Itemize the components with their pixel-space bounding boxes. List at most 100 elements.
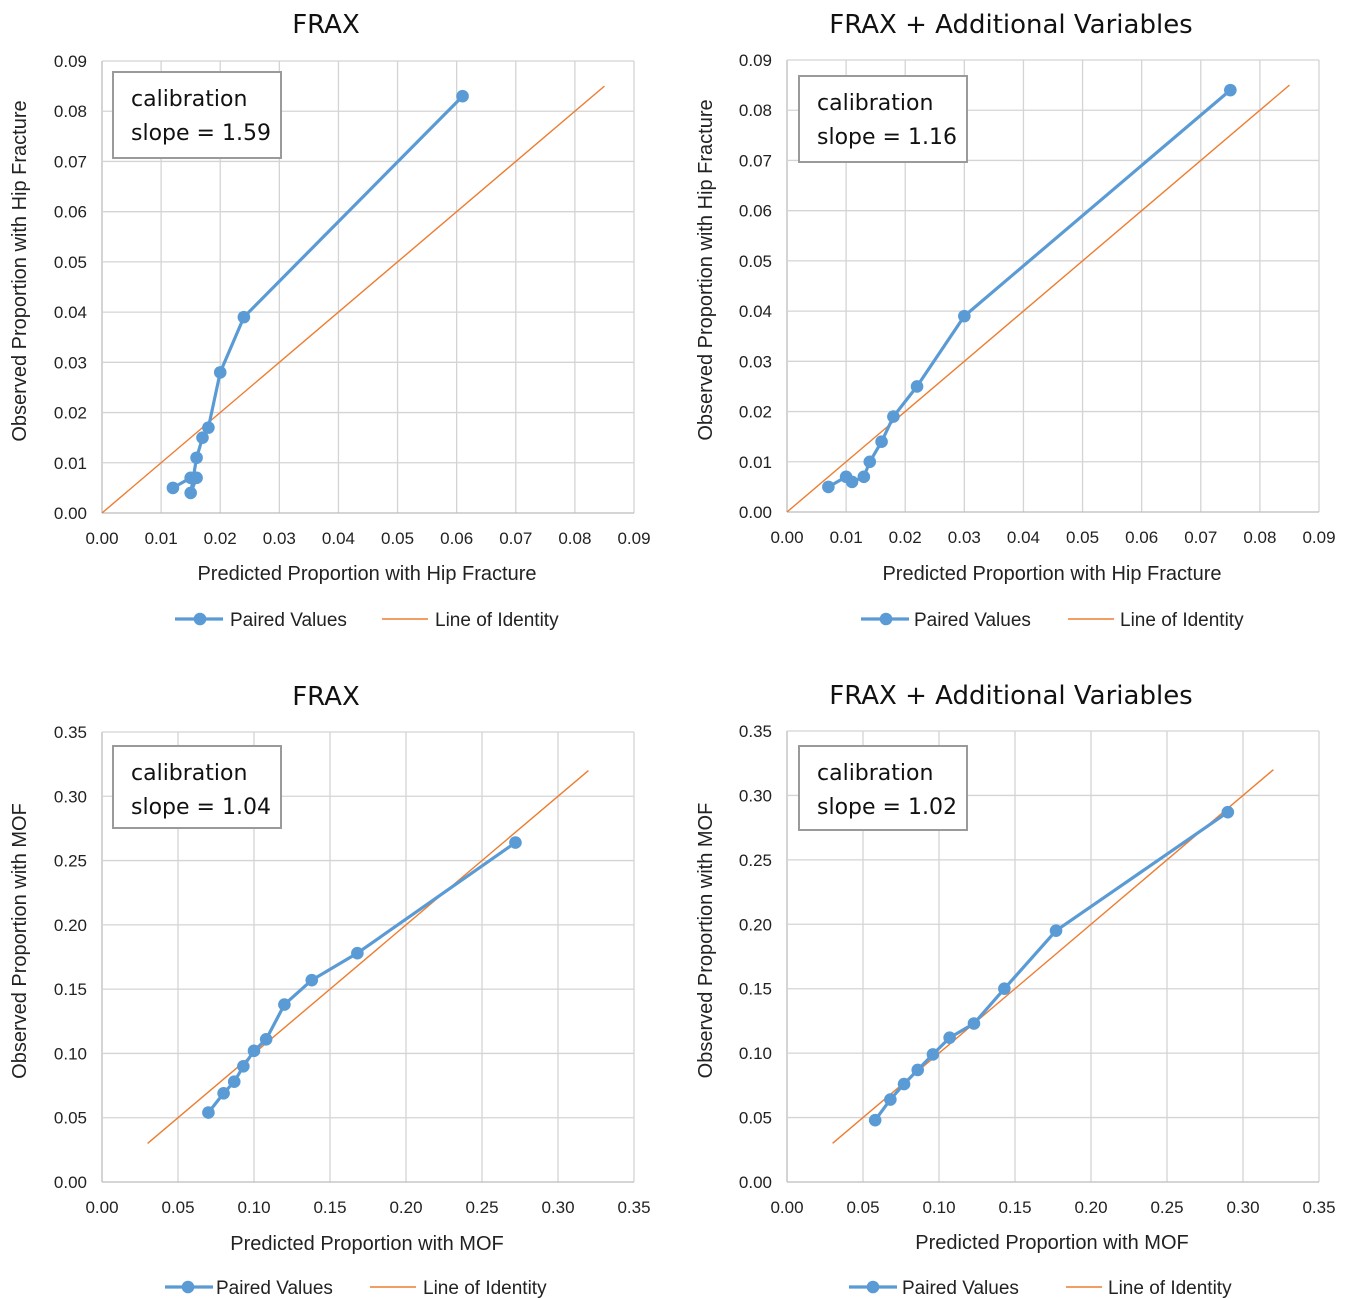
x-tick-label: 0.15 (313, 1198, 346, 1217)
paired-value-point (897, 1077, 911, 1091)
y-tick-label: 0.30 (54, 787, 87, 806)
chart-title: FRAX (292, 10, 360, 40)
calibration-box (112, 71, 282, 159)
y-axis-label: Observed Proportion with Hip Fracture (9, 100, 31, 441)
paired-value-point (202, 1106, 215, 1119)
legend-paired-label: Paired Values (914, 610, 1031, 631)
y-tick-label: 0.06 (54, 203, 87, 222)
paired-value-point (213, 366, 227, 379)
y-tick-label: 0.02 (54, 404, 87, 423)
y-tick-label: 0.20 (54, 916, 87, 935)
y-tick-label: 0.02 (739, 403, 772, 422)
x-axis-label: Predicted Proportion with MOF (915, 1232, 1188, 1254)
y-tick-label: 0.01 (739, 453, 772, 472)
calibration-box (798, 75, 968, 163)
x-tick-label: 0.30 (1226, 1198, 1259, 1217)
chart-panel-hip-frax-additional: 0.00 0.01 0.02 0.03 0.04 0.05 0.06 0.07 0.08 0.09… (686, 0, 1346, 649)
x-tick-label: 0.04 (1007, 528, 1040, 547)
y-tick-label: 0.05 (54, 253, 87, 272)
x-axis-label: Predicted Proportion with MOF (230, 1233, 503, 1255)
x-tick-label: 0.06 (1125, 528, 1158, 547)
paired-value-point (1221, 805, 1235, 819)
chart-mof-frax: 0.00 0.05 0.10 0.15 0.20 0.25 0.30 0.35 0.00 0.05… (9, 682, 651, 1298)
y-tick-label: 0.07 (739, 151, 772, 170)
paired-value-point (1049, 924, 1063, 938)
y-tick-label: 0.10 (739, 1044, 772, 1063)
legend-paired-marker (193, 612, 207, 626)
calibration-slope: slope = 1.02 (817, 795, 957, 820)
legend-paired-label: Paired Values (902, 1278, 1019, 1298)
x-axis-label: Predicted Proportion with Hip Fracture (197, 563, 536, 585)
calibration-box (798, 745, 968, 831)
y-tick-label: 0.04 (54, 303, 87, 322)
legend-paired-marker (181, 1280, 195, 1294)
x-tick-label: 0.01 (830, 528, 863, 547)
paired-value-point (278, 998, 291, 1011)
y-tick-label: 0.01 (54, 454, 87, 473)
y-tick-label: 0.08 (54, 102, 87, 121)
y-tick-label: 0.10 (54, 1044, 87, 1063)
y-tick-label: 0.05 (54, 1109, 87, 1128)
x-tick-label: 0.05 (1066, 528, 1099, 547)
paired-value-point (259, 1032, 273, 1046)
paired-value-point (910, 380, 924, 393)
x-tick-label: 0.09 (1302, 528, 1335, 547)
y-tick-label: 0.07 (54, 152, 87, 171)
paired-value-point (926, 1048, 940, 1061)
paired-value-point (868, 1113, 882, 1127)
paired-value-point (237, 1059, 250, 1073)
legend-identity-label: Line of Identity (435, 610, 559, 631)
paired-value-point (237, 310, 251, 324)
paired-value-point (943, 1031, 956, 1044)
paired-value-point (884, 1093, 897, 1106)
x-tick-label: 0.07 (499, 529, 532, 548)
y-tick-label: 0.35 (54, 723, 87, 742)
x-tick-label: 0.02 (204, 529, 237, 548)
legend-paired-marker (879, 612, 893, 626)
x-tick-label: 0.05 (381, 529, 414, 548)
y-tick-label: 0.20 (739, 915, 772, 934)
x-tick-label: 0.02 (889, 528, 922, 547)
x-tick-label: 0.00 (85, 529, 118, 548)
legend-paired-label: Paired Values (230, 610, 347, 631)
paired-value-point (958, 309, 971, 323)
line-of-identity (101, 85, 605, 514)
paired-value-point (351, 946, 364, 960)
paired-value-point (202, 421, 215, 434)
calibration-slope: slope = 1.04 (131, 795, 271, 820)
paired-value-point (875, 435, 888, 448)
paired-value-point (998, 982, 1011, 996)
x-tick-label: 0.10 (922, 1198, 955, 1217)
paired-value-point (845, 475, 859, 489)
x-tick-label: 0.03 (263, 529, 296, 548)
chart-panel-mof-frax: 0.00 0.05 0.10 0.15 0.20 0.25 0.30 0.35 0.00 0.05… (0, 670, 676, 1298)
calibration-slope: slope = 1.59 (131, 121, 271, 146)
x-tick-label: 0.00 (85, 1198, 118, 1217)
paired-value-point (509, 836, 522, 849)
y-tick-label: 0.25 (54, 852, 87, 871)
paired-value-point (184, 486, 197, 500)
x-tick-label: 0.09 (617, 529, 650, 548)
paired-value-point (247, 1044, 261, 1058)
paired-value-point (857, 470, 871, 484)
paired-values-line (873, 810, 1229, 1122)
x-tick-label: 0.05 (161, 1198, 194, 1217)
y-tick-label: 0.09 (739, 51, 772, 70)
y-tick-label: 0.09 (54, 52, 87, 71)
chart-hip-frax-additional: 0.00 0.01 0.02 0.03 0.04 0.05 0.06 0.07 0.08 0.09… (695, 10, 1336, 631)
chart-panel-mof-frax-additional: 0.00 0.05 0.10 0.15 0.20 0.25 0.30 0.35 0.00 0.05… (686, 670, 1346, 1298)
chart-title: FRAX + Additional Variables (829, 681, 1192, 711)
chart-title: FRAX + Additional Variables (829, 10, 1192, 40)
x-tick-label: 0.25 (1150, 1198, 1183, 1217)
x-tick-label: 0.20 (1074, 1198, 1107, 1217)
paired-value-point (166, 481, 180, 495)
calibration-label: calibration (131, 87, 247, 112)
y-axis-label: Observed Proportion with Hip Fracture (695, 99, 717, 440)
y-tick-label: 0.05 (739, 252, 772, 271)
legend-identity-label: Line of Identity (1108, 1278, 1232, 1298)
calibration-box (112, 745, 282, 829)
chart-panel-hip-frax: 0.00 0.01 0.02 0.03 0.04 0.05 0.06 0.07 0.08 0.09… (0, 0, 676, 649)
paired-value-point (190, 471, 203, 485)
y-tick-label: 0.00 (739, 1173, 772, 1192)
y-tick-label: 0.08 (739, 101, 772, 120)
